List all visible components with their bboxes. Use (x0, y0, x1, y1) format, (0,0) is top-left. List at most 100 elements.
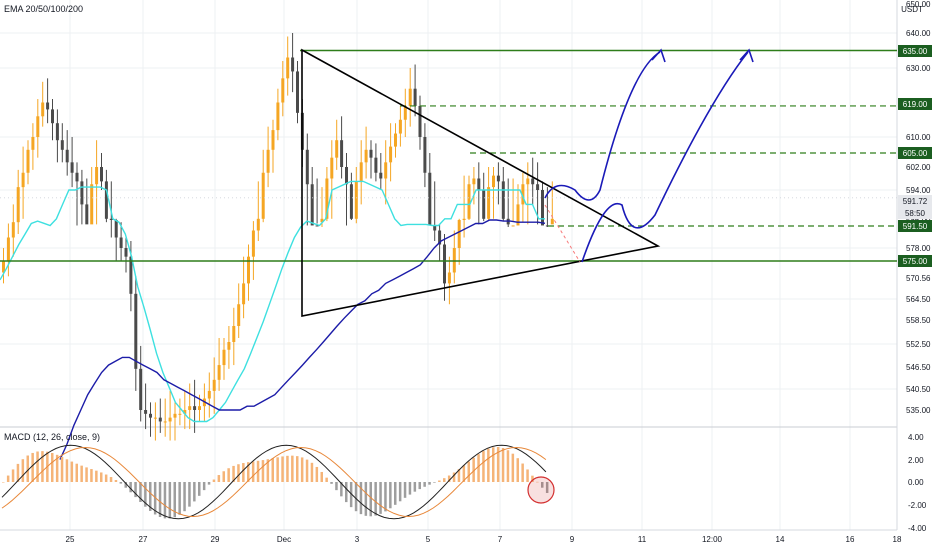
time-axis[interactable]: 25 27 29 Dec 3 5 7 9 11 12:00 14 16 18 (66, 535, 902, 544)
bullish-projection-2 (581, 51, 749, 263)
candle-body (16, 187, 20, 223)
candle-body (144, 410, 148, 414)
candle-body (511, 225, 515, 227)
price-badge-label: 635.00 (903, 47, 928, 56)
macd-histogram-bar (467, 461, 470, 482)
price-axis[interactable]: 650.00640.00630.00610.00602.00594.00586.… (898, 0, 932, 415)
time-axis-tick: 18 (893, 535, 902, 544)
macd-histogram-bar (90, 469, 93, 482)
macd-histogram-bar (281, 456, 284, 482)
macd-histogram-bar (144, 482, 147, 507)
candle-body (70, 162, 74, 173)
candle-body (51, 109, 54, 124)
macd-histogram-bar (428, 482, 431, 485)
arrow-head-1 (651, 48, 666, 63)
candle-body (496, 175, 500, 182)
macd-histogram-bar (472, 457, 475, 482)
price-badge (898, 207, 932, 219)
candle-body (271, 130, 275, 150)
candle-body (124, 248, 128, 257)
macd-histogram-bar (516, 458, 519, 482)
candle-body (247, 256, 250, 284)
candle-body (428, 172, 432, 226)
macd-histogram-bar (95, 470, 98, 482)
candle-body (443, 244, 446, 284)
breakdown-path (544, 204, 581, 263)
triangle-drawing[interactable] (301, 48, 661, 317)
price-badge-label: 591.50 (903, 222, 928, 231)
macd-histogram-bar (75, 463, 78, 482)
time-axis-tick: 25 (66, 535, 75, 544)
ema-series (0, 180, 546, 460)
price-axis-tick: 640.00 (906, 29, 931, 38)
price-axis-tick: 602.00 (906, 163, 931, 172)
candle-body (345, 167, 348, 185)
price-badge-label: 619.00 (903, 100, 928, 109)
bullish-projection-1 (544, 51, 661, 201)
projection-arrows[interactable] (544, 48, 754, 263)
price-badge (898, 98, 932, 110)
candle-body (423, 137, 427, 173)
candle-body (482, 190, 486, 219)
macd-histogram-bar (320, 471, 323, 482)
price-badge-label: 58:50 (905, 209, 926, 218)
macd-histogram-bar (310, 462, 314, 482)
macd-histogram-bar (286, 455, 289, 482)
candle-body (261, 172, 265, 219)
candle-body (501, 181, 505, 219)
macd-histogram-bar (433, 482, 436, 483)
macd-histogram-bar (55, 454, 59, 482)
candle-body (536, 184, 540, 190)
macd-pane (1, 444, 555, 520)
macd-histogram-bar (359, 482, 363, 515)
candle-body (168, 417, 172, 422)
candle-body (487, 187, 491, 219)
macd-histogram-bar (394, 482, 397, 505)
candlestick-series (2, 33, 554, 441)
indicator-legend[interactable]: EMA 20/50/100/200 (4, 4, 83, 14)
candle-body (266, 149, 270, 173)
candle-body (457, 220, 461, 248)
macd-histogram-bar (104, 474, 108, 482)
time-axis-tick: 5 (426, 535, 431, 544)
candle-body (95, 167, 99, 185)
candle-body (320, 218, 324, 223)
macd-histogram-bar (222, 471, 225, 482)
macd-histogram-bar (193, 482, 196, 502)
macd-histogram-bar (232, 465, 235, 482)
price-axis-tick: 546.50 (906, 363, 931, 372)
candle-body (100, 167, 103, 182)
candle-body (31, 137, 35, 150)
candle-body (531, 178, 535, 185)
price-axis-tick: 630.00 (906, 64, 931, 73)
candle-body (403, 105, 407, 120)
macd-legend[interactable]: MACD (12, 26, close, 9) (4, 432, 100, 442)
candle-body (541, 190, 544, 226)
macd-histogram-bar (349, 482, 353, 508)
candle-body (452, 248, 456, 273)
candle-body (315, 225, 319, 227)
macd-histogram-bar (300, 457, 304, 482)
candle-body (104, 181, 108, 219)
candle-body (310, 184, 314, 226)
macd-histogram-bar (477, 454, 480, 482)
price-axis-tick: 610.00 (906, 133, 931, 142)
macd-histogram-bar (31, 452, 34, 482)
candle-body (472, 178, 476, 185)
macd-histogram-bar (443, 478, 446, 482)
macd-histogram-bar (408, 482, 412, 495)
macd-histogram-bar (242, 463, 245, 482)
candle-body (398, 119, 402, 134)
candle-body (21, 172, 25, 188)
candle-body (550, 218, 554, 225)
macd-histogram-bar (462, 465, 466, 482)
macd-histogram-bar (251, 461, 255, 482)
macd-histogram-bar (26, 455, 29, 482)
candle-body (11, 222, 15, 238)
macd-histogram-bar (80, 465, 83, 482)
macd-histogram-bar (447, 475, 451, 482)
time-axis-tick: 29 (211, 535, 220, 544)
macd-histogram-bar (315, 466, 319, 482)
price-axis-tick: 540.50 (906, 385, 931, 394)
